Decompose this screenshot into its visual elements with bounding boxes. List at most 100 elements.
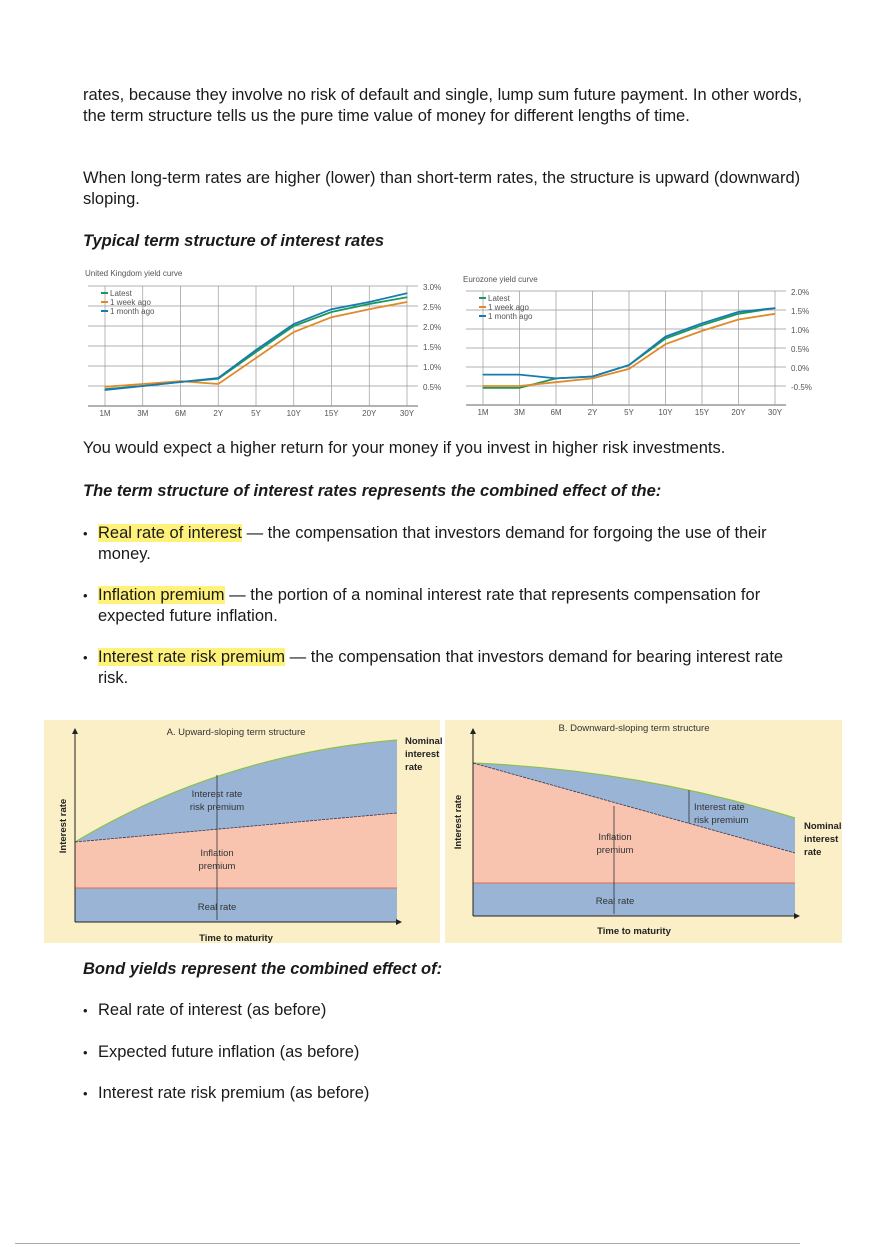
legend-label: Latest — [110, 289, 133, 298]
x-tick-label: 30Y — [400, 409, 415, 418]
real-rate-area — [75, 888, 397, 922]
x-tick-label: 3M — [514, 408, 525, 417]
data-point — [406, 296, 408, 298]
y-tick-label: 3.0% — [423, 283, 441, 292]
bullet-item: Real rate of interest (as before) — [83, 1000, 813, 1021]
y-tick-label: 1.5% — [791, 307, 809, 316]
real-rate-label: Real rate — [596, 896, 635, 907]
paragraph: When long-term rates are higher (lower) … — [83, 169, 801, 208]
data-point — [104, 386, 106, 388]
x-tick-label: 1M — [477, 408, 488, 417]
data-point — [664, 337, 667, 340]
data-point — [664, 343, 667, 345]
x-tick-label: 10Y — [658, 408, 673, 417]
nominal-curve — [74, 739, 398, 843]
y-tick-label: -0.5% — [791, 383, 812, 392]
data-point — [482, 387, 484, 389]
highlighted-term: Interest rate risk premium — [98, 648, 286, 666]
chart-title: United Kingdom yield curve — [85, 269, 183, 278]
bullet-item: Interest rate risk premium — the compens… — [83, 647, 813, 689]
legend-label: 1 week ago — [488, 303, 529, 312]
y-axis-label: Interest rate — [58, 799, 69, 853]
data-point — [591, 375, 594, 378]
inflation-line — [74, 812, 398, 843]
svg-text:premium: premium — [597, 845, 634, 856]
data-point — [737, 313, 740, 315]
bullet-text: — the compensation that investors demand… — [98, 524, 767, 563]
x-tick-label: 6M — [175, 409, 186, 418]
data-point — [555, 381, 557, 383]
data-point — [406, 292, 408, 294]
data-point — [518, 387, 521, 389]
data-point — [179, 381, 182, 383]
y-tick-label: 1.5% — [423, 343, 441, 352]
data-point — [482, 385, 484, 387]
real-rate-area — [473, 883, 795, 916]
legend-label: 1 month ago — [488, 312, 533, 321]
data-point — [368, 301, 370, 303]
x-tick-label: 15Y — [695, 408, 710, 417]
y-tick-label: 2.0% — [791, 288, 809, 297]
x-tick-label: 30Y — [768, 408, 783, 417]
real-rate-label: Real rate — [198, 902, 237, 913]
x-tick-label: 2Y — [213, 409, 223, 418]
risk-premium-label: Interest rate — [694, 802, 745, 813]
x-tick-label: 1M — [99, 409, 110, 418]
inflation-label: Inflation — [200, 848, 233, 859]
section-heading: The term structure of interest rates rep… — [83, 482, 662, 500]
bullet-item: Real rate of interest — the compensation… — [83, 523, 813, 565]
data-point — [368, 303, 370, 305]
x-tick-label: 5Y — [251, 409, 261, 418]
data-point — [142, 383, 144, 385]
x-tick-label: 20Y — [731, 408, 746, 417]
data-point — [293, 331, 295, 333]
x-tick-label: 3M — [137, 409, 148, 418]
data-point — [255, 349, 257, 351]
data-point — [737, 318, 740, 321]
y-tick-label: 1.0% — [423, 363, 441, 372]
nominal-curve — [472, 762, 796, 819]
x-tick-label: 20Y — [362, 409, 377, 418]
highlighted-term: Inflation premium — [98, 586, 225, 604]
data-point — [774, 313, 776, 315]
data-point — [591, 377, 594, 379]
nominal-label: Nominal — [405, 736, 442, 747]
bullet-item: Interest rate risk premium (as before) — [83, 1083, 813, 1104]
risk-premium-label: Interest rate — [192, 789, 243, 800]
x-tick-label: 2Y — [588, 408, 598, 417]
footer-divider — [15, 1243, 800, 1244]
y-tick-label: 0.5% — [423, 383, 441, 392]
data-point — [293, 323, 295, 325]
bullet-item: Inflation premium — the portion of a nom… — [83, 585, 813, 627]
data-point — [518, 385, 521, 387]
svg-text:rate: rate — [804, 847, 821, 858]
x-tick-label: 6M — [550, 408, 561, 417]
data-point — [330, 316, 333, 318]
data-point — [330, 308, 333, 310]
data-point — [701, 322, 703, 324]
section-heading: Bond yields represent the combined effec… — [83, 960, 443, 978]
bullet-text: — the compensation that investors demand… — [98, 648, 784, 687]
data-point — [701, 324, 703, 326]
data-point — [482, 374, 484, 376]
x-tick-label: 15Y — [324, 409, 339, 418]
x-tick-label: 10Y — [287, 409, 302, 418]
nominal-label: Nominal — [804, 821, 841, 832]
svg-text:premium: premium — [199, 861, 236, 872]
bullet-text: — the portion of a nominal interest rate… — [98, 586, 761, 625]
inflation-line — [472, 762, 796, 854]
diagram-title: A. Upward-sloping term structure — [167, 727, 306, 738]
y-tick-label: 2.0% — [423, 323, 441, 332]
paragraph: You would expect a higher return for you… — [83, 439, 726, 457]
y-axis-label: Interest rate — [453, 795, 464, 849]
data-point — [555, 377, 557, 379]
data-point — [628, 368, 630, 370]
y-tick-label: 0.0% — [791, 364, 809, 373]
svg-text:interest: interest — [804, 834, 839, 845]
data-point — [628, 364, 630, 366]
data-point — [701, 330, 703, 332]
data-point — [104, 389, 106, 391]
inflation-premium-area — [473, 763, 795, 883]
legend-label: 1 month ago — [110, 307, 155, 316]
